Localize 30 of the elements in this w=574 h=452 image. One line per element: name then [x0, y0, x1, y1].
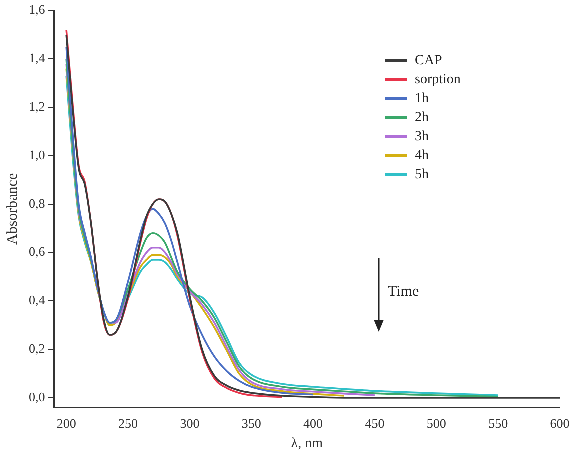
legend-label: 3h [415, 129, 429, 144]
legend-label: 2h [415, 110, 429, 126]
legend-label: 4h [415, 148, 429, 164]
y-tick-label: 1,2 [29, 99, 46, 114]
y-tick-label: 1,6 [29, 2, 46, 18]
x-tick-label: 200 [56, 416, 76, 431]
legend-label: sorption [415, 72, 461, 88]
y-tick-label: 1,0 [29, 147, 46, 162]
x-tick-label: 600 [550, 416, 570, 431]
line-series [66, 46, 314, 396]
legend-label: 5h [415, 167, 429, 182]
y-tick-label: 0,6 [29, 244, 46, 260]
y-tick-label: 1,4 [29, 50, 46, 66]
y-tick-label: 0,0 [29, 389, 46, 404]
legend-label: CAP [415, 53, 442, 68]
y-tick-label: 0,2 [29, 340, 46, 356]
legend-label: 1h [415, 91, 429, 106]
x-tick-label: 550 [488, 416, 508, 431]
annotation: Time [388, 284, 420, 300]
y-axis-title: Absorbance [4, 173, 21, 246]
x-tick-label: 500 [426, 416, 446, 431]
x-tick-label: 400 [304, 416, 324, 431]
x-tick-label: 350 [242, 416, 262, 431]
y-tick-label: 0,8 [29, 196, 46, 211]
y-tick-label: 0,4 [29, 292, 46, 308]
x-axis-title: λ, nm [291, 436, 324, 452]
x-tick-label: 300 [180, 416, 200, 431]
line-series [66, 34, 560, 399]
x-tick-label: 450 [365, 416, 385, 431]
x-tick-label: 250 [118, 416, 138, 431]
